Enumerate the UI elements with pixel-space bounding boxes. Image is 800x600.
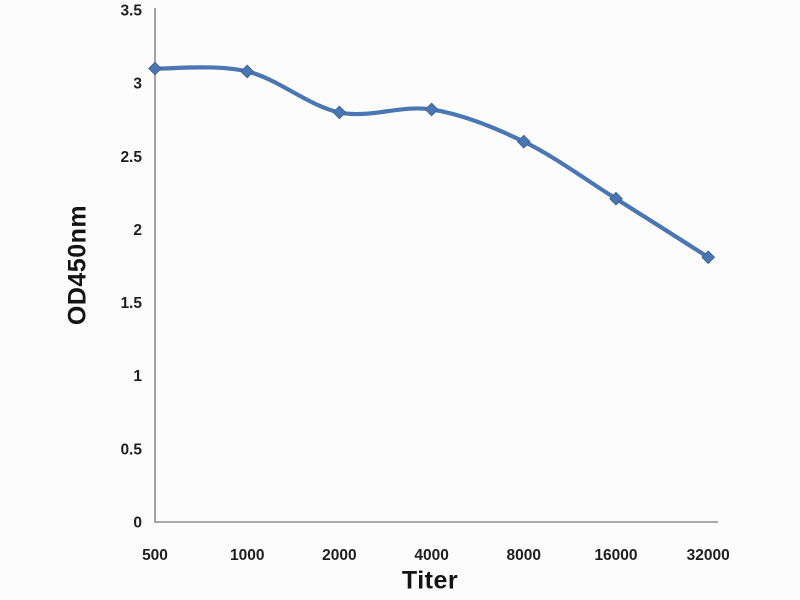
data-point-marker [424,102,439,117]
x-tick-label: 500 [142,547,168,564]
y-tick-label: 0 [133,515,142,532]
x-tick-label: 4000 [414,547,448,564]
x-axis-title: Titer [401,566,459,595]
y-axis-title: OD450nm [63,204,92,326]
x-tick-label: 1000 [230,547,264,564]
data-point-marker [701,250,716,265]
y-tick-label: 1 [133,368,142,385]
data-point-marker [148,61,162,76]
x-tick-label: 8000 [507,547,541,564]
y-tick-label: 3 [133,76,142,93]
axes-lines [154,8,718,523]
data-point-marker [332,105,347,120]
y-tick-label: 3.5 [120,3,142,20]
y-tick-label: 0.5 [120,441,142,458]
data-point-marker [240,64,255,79]
x-tick-label: 16000 [594,547,637,564]
y-tick-label: 2 [133,222,142,239]
y-tick-label: 2.5 [120,149,142,166]
data-point-marker [609,191,623,206]
x-tick-label: 32000 [687,547,730,564]
x-tick-label: 2000 [322,547,356,564]
data-point-marker [516,134,531,149]
y-tick-label: 1.5 [120,295,142,312]
data-line [152,65,711,260]
